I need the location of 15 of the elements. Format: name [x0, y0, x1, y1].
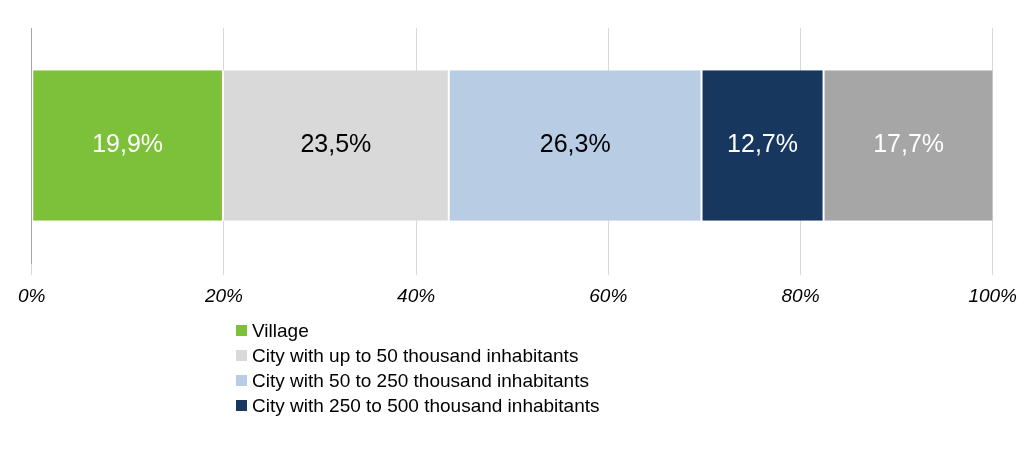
data-label: 23,5%	[300, 129, 372, 158]
x-tick-label: 40%	[397, 284, 436, 306]
x-tick-label: 60%	[589, 284, 628, 306]
data-label: 17,7%	[873, 129, 945, 158]
legend-label: City with up to 50 thousand inhabitants	[252, 344, 579, 368]
legend-label: City with 50 to 250 thousand inhabitants	[252, 369, 589, 393]
data-label: 26,3%	[539, 129, 611, 158]
x-tick-label: 0%	[18, 284, 46, 306]
x-tick-label: 100%	[968, 284, 1018, 306]
legend-label: City with 250 to 500 thousand inhabitants	[252, 394, 600, 418]
data-label: 19,9%	[92, 129, 164, 158]
legend-label: Village	[252, 319, 309, 343]
x-tick-label: 20%	[203, 284, 244, 306]
x-tick-label: 80%	[781, 284, 820, 306]
data-label: 12,7%	[727, 129, 798, 158]
